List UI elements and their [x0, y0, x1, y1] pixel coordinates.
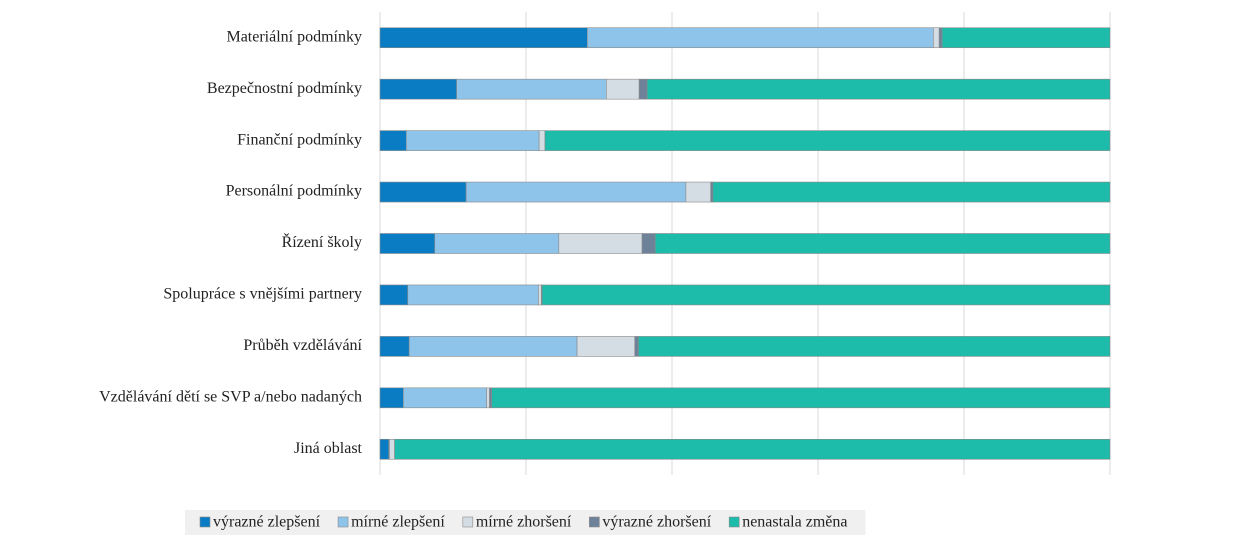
bar-segment: [379, 181, 467, 203]
legend-label: výrazné zhoršení: [602, 514, 711, 531]
y-tick-label: Vzdělávání dětí se SVP a/nebo nadaných: [99, 389, 362, 406]
y-tick-label: Řízení školy: [282, 232, 362, 251]
bar-segment: [379, 284, 409, 306]
bar-segment: [465, 181, 687, 203]
legend-label: nenastala změna: [742, 514, 847, 531]
bar-segment: [379, 233, 436, 254]
bar-segment: [941, 27, 1111, 49]
bar-segment: [558, 233, 643, 254]
y-tick-label: Jiná oblast: [294, 440, 363, 457]
legend-swatch: [728, 516, 740, 528]
bar-segment: [605, 78, 640, 100]
bar-segment: [638, 78, 648, 100]
bar-segment: [379, 27, 588, 49]
y-tick-label: Průběh vzdělávání: [243, 337, 362, 354]
bar-segment: [486, 387, 490, 409]
bar-segment: [379, 78, 457, 100]
bar-segment: [489, 387, 492, 409]
y-tick-label: Finanční podmínky: [237, 131, 362, 148]
bar-segment: [379, 438, 390, 460]
bar-segment: [685, 181, 711, 203]
legend-label: výrazné zlepšení: [213, 514, 321, 531]
legend-swatch: [462, 516, 474, 528]
bar-segment: [634, 336, 639, 357]
bar-segment: [587, 27, 934, 49]
y-tick-label: Spolupráce s vnějšími partnery: [163, 286, 362, 303]
bar-segment: [938, 27, 943, 49]
bar-segment: [654, 233, 1111, 254]
legend-label: mírné zhoršení: [476, 514, 572, 531]
bar-segment: [379, 130, 407, 151]
bar-segment: [538, 284, 542, 306]
bar-segment: [407, 284, 539, 306]
bar-segment: [576, 336, 636, 357]
bar-segment: [379, 336, 410, 357]
legend-swatch: [199, 516, 211, 528]
bar-segment: [710, 181, 714, 203]
legend-swatch: [337, 516, 349, 528]
legend-swatch: [589, 516, 600, 528]
bar-segment: [389, 438, 395, 460]
bar-segment: [403, 387, 487, 409]
y-tick-label: Bezpečnostní podmínky: [207, 80, 362, 97]
bar-segment: [434, 233, 560, 254]
bar-segment: [541, 284, 1111, 306]
bar-segment: [394, 438, 1111, 460]
legend-background: [185, 510, 866, 535]
bar-segment: [712, 181, 1111, 203]
bar-segment: [538, 130, 546, 151]
bar-segment: [638, 336, 1111, 357]
bar-segment: [646, 78, 1111, 100]
legend-label: mírné zlepšení: [351, 514, 445, 531]
bar-segment: [544, 130, 1111, 151]
bar-segment: [933, 27, 940, 49]
y-tick-label: Materiální podmínky: [226, 28, 362, 45]
bar-segment: [491, 387, 1111, 409]
bar-segment: [408, 336, 578, 357]
bar-segment: [641, 233, 656, 254]
bar-segment: [405, 130, 540, 151]
bar-segment: [456, 78, 607, 100]
bar-segment: [379, 387, 404, 409]
y-tick-label: Personální podmínky: [226, 183, 362, 200]
